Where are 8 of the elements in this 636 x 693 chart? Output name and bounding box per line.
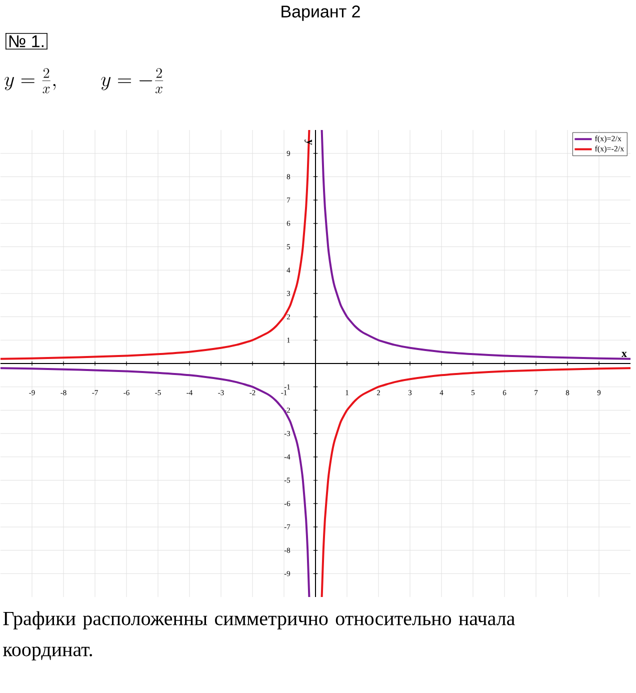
chart-title: Вариант 2 <box>282 6 360 21</box>
legend-label: f(x)=-2/x <box>595 146 624 154</box>
x-axis-title: x <box>622 352 628 357</box>
text: $y=\frac{2}{x},\qquad y=-\frac{2}{x}$ <box>4 68 164 94</box>
y-axis-title: y <box>304 140 312 145</box>
legend-label: f(x)=2/x <box>595 136 622 143</box>
chart-subtitle: № 1. <box>10 35 44 48</box>
text: Графики расположенны симметрично относительно начала координат. <box>3 611 516 660</box>
